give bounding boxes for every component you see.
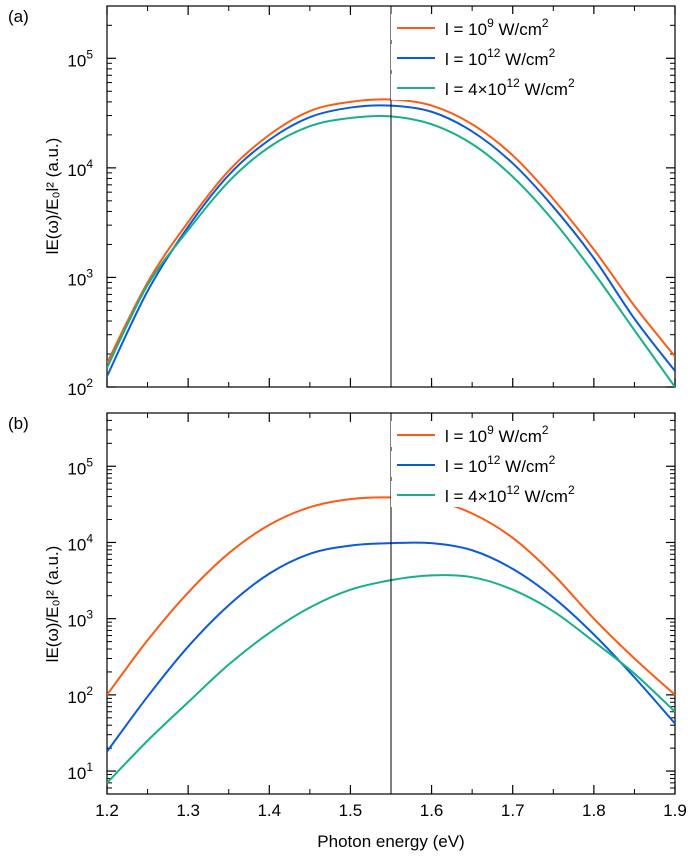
y-tick-label: 102	[67, 376, 93, 399]
y-tick-label: 105	[67, 47, 93, 70]
panel-label-b: (b)	[8, 414, 29, 433]
plot-area-a: 102 103 104 105 l = 109 W/cm2 l = 1012 W/cm2 l…	[67, 6, 676, 399]
y-tick-label: 101	[67, 760, 93, 783]
legend-label-2: l = 1012 W/cm2	[445, 46, 556, 69]
y-tick-label: 103	[67, 608, 93, 631]
plot-area-b: 101 102 103 104 105 1.2 1.3 1.4 1.5 1.6 1.7 1.8 1.9 l…	[67, 413, 687, 820]
legend-label-1: l = 109 W/cm2	[445, 16, 549, 39]
legend-label-3: l = 4×1012 W/cm2	[445, 76, 575, 99]
legend-label-1: l = 109 W/cm2	[445, 423, 549, 446]
y-tick-label: 103	[67, 266, 93, 289]
y-tick-label: 104	[67, 531, 93, 554]
x-axis-label: Photon energy (eV)	[317, 832, 464, 851]
panel-a: (a) lE(ω)/E₀l² (a.u.) 102 103 104 105 l = 10…	[8, 5, 676, 399]
legend-label-2: l = 1012 W/cm2	[445, 453, 556, 476]
y-tick-label: 102	[67, 684, 93, 707]
x-tick-label: 1.2	[95, 801, 119, 820]
panel-label-a: (a)	[8, 7, 29, 26]
y-tick-label: 105	[67, 455, 93, 478]
x-tick-label: 1.8	[582, 801, 606, 820]
x-tick-label: 1.3	[176, 801, 200, 820]
y-axis-label-a: lE(ω)/E₀l² (a.u.)	[43, 138, 62, 255]
y-tick-label: 104	[67, 157, 93, 180]
x-tick-label: 1.9	[663, 801, 687, 820]
x-tick-label: 1.5	[339, 801, 363, 820]
x-tick-label: 1.6	[420, 801, 444, 820]
legend-label-3: l = 4×1012 W/cm2	[445, 483, 575, 506]
x-tick-label: 1.7	[501, 801, 525, 820]
x-tick-label: 1.4	[257, 801, 281, 820]
y-axis-label-b: lE(ω)/E₀l² (a.u.)	[43, 546, 62, 663]
panel-b: (b) lE(ω)/E₀l² (a.u.) Photon energy (eV)…	[8, 412, 687, 851]
